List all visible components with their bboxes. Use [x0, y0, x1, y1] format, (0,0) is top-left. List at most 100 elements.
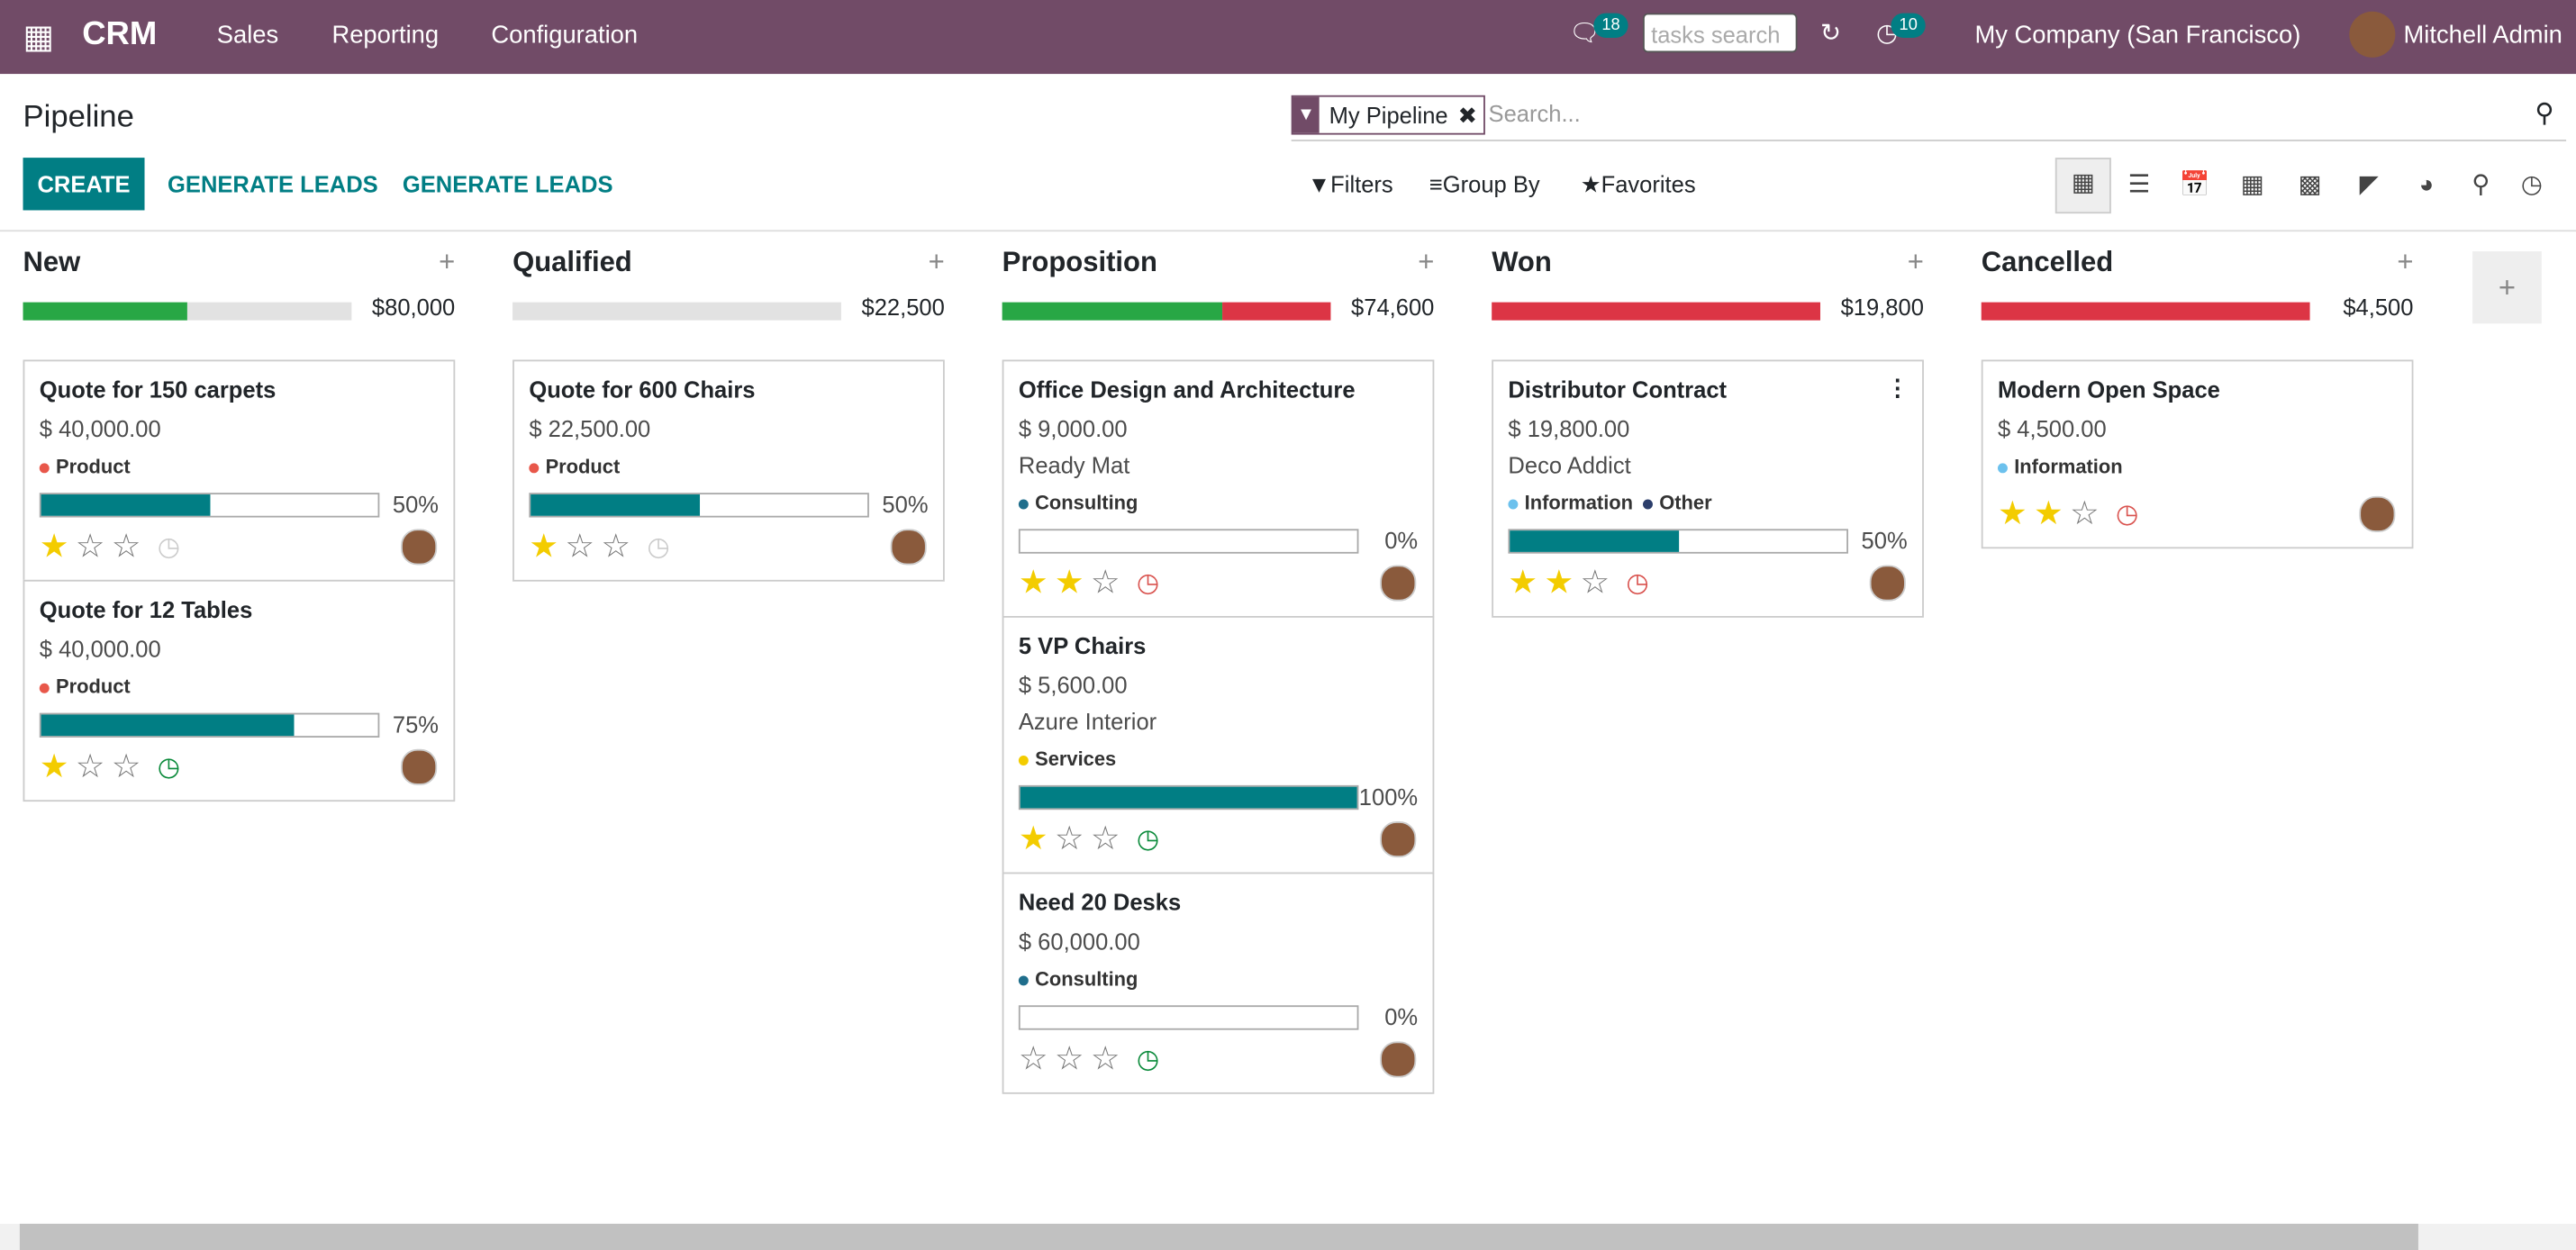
list-view[interactable]: ☰ — [2127, 170, 2151, 199]
tasks-search[interactable]: tasks search — [1643, 13, 1798, 53]
progress-segment[interactable] — [1002, 302, 1223, 321]
priority-star[interactable]: ☆ — [75, 748, 105, 785]
filters-button[interactable]: ▼Filters — [1307, 170, 1393, 197]
activity-clock[interactable]: ◷ — [157, 533, 181, 562]
quick-create[interactable]: + — [1418, 246, 1435, 278]
column-name: Qualified — [512, 246, 632, 278]
quick-create[interactable]: + — [928, 246, 945, 278]
lead-card[interactable]: Quote for 600 Chairs $ 22,500.00 Product 50… — [512, 359, 945, 582]
priority-star[interactable]: ☆ — [1090, 1041, 1120, 1078]
search-bar[interactable] — [1291, 94, 2567, 141]
lead-card[interactable]: Office Design and Architecture $ 9,000.00… — [1002, 359, 1435, 618]
card-title: Quote for 12 Tables — [39, 596, 253, 623]
progress-segment[interactable] — [186, 302, 352, 321]
quick-create[interactable]: + — [1907, 246, 1924, 278]
progress-segment[interactable] — [1981, 302, 2310, 321]
tag-dot — [529, 463, 540, 473]
priority-star[interactable]: ☆ — [75, 529, 105, 566]
priority-star[interactable]: ★ — [39, 748, 69, 785]
priority-star[interactable]: ★ — [529, 529, 559, 566]
lead-card[interactable]: Modern Open Space $ 4,500.00 Information ★ ★… — [1981, 359, 2414, 549]
priority-star[interactable]: ☆ — [601, 529, 631, 566]
generate-leads-button[interactable]: GENERATE LEADS — [168, 170, 378, 197]
card-tags: Product — [529, 452, 928, 478]
priority-star[interactable]: ★ — [2033, 495, 2064, 532]
search-icon[interactable]: ⚲ — [2535, 100, 2554, 129]
create-button[interactable]: CREATE — [23, 158, 145, 211]
menu-item[interactable]: Sales — [216, 21, 279, 50]
quick-create[interactable]: + — [439, 246, 456, 278]
priority-star[interactable]: ★ — [1544, 565, 1574, 602]
cohort-view[interactable]: ◤ — [2359, 170, 2379, 199]
dashboard-view[interactable]: ◕ — [2418, 170, 2435, 199]
search-input[interactable]: Search... — [1488, 100, 1581, 127]
search-facet[interactable]: ▼ My Pipeline ✖ — [1291, 95, 1486, 135]
kanban-view[interactable]: ▦ — [2054, 158, 2111, 214]
progress-segment[interactable] — [23, 302, 187, 321]
activity-clock[interactable]: ◷ — [157, 754, 181, 783]
priority-star[interactable]: ☆ — [111, 529, 141, 566]
probability: 0% — [1018, 528, 1418, 554]
menu-item[interactable]: Reporting — [331, 21, 440, 50]
favorites-button[interactable]: ★Favorites — [1580, 170, 1696, 197]
activity-clock[interactable]: ◷ — [647, 533, 670, 562]
lead-card[interactable]: Quote for 150 carpets $ 40,000.00 Product 5… — [23, 359, 456, 582]
card-tags: Consulting — [1018, 965, 1418, 991]
card-tags: Information — [1997, 452, 2397, 478]
company-switcher[interactable]: My Company (San Francisco) — [1974, 21, 2301, 50]
scrollbar-thumb[interactable] — [19, 1223, 2418, 1250]
priority-star[interactable]: ☆ — [1580, 565, 1610, 602]
group-by-button[interactable]: ≡Group By — [1429, 170, 1540, 197]
probability: 50% — [1508, 528, 1908, 554]
lead-card[interactable]: 5 VP Chairs $ 5,600.00 Azure Interior Servi… — [1002, 616, 1435, 874]
user-avatar[interactable] — [2349, 11, 2396, 58]
progress-segment[interactable] — [1492, 302, 1820, 321]
refresh-icon[interactable]: ↻ — [1819, 19, 1841, 48]
activity-clock[interactable]: ◷ — [1136, 826, 1160, 855]
priority-star[interactable]: ☆ — [1054, 821, 1084, 858]
priority-star[interactable]: ★ — [39, 529, 69, 566]
map-view[interactable]: ⚲ — [2472, 170, 2490, 199]
calendar-view[interactable]: 📅 — [2179, 170, 2210, 199]
activity-view[interactable]: ◷ — [2520, 170, 2543, 199]
priority-star[interactable]: ☆ — [565, 529, 595, 566]
generate-leads-button[interactable]: GENERATE LEADS — [402, 170, 613, 197]
probability-bar — [39, 711, 380, 738]
activity-clock[interactable]: ◷ — [1626, 569, 1649, 598]
priority-star[interactable]: ☆ — [111, 748, 141, 785]
probability-bar — [1018, 784, 1359, 810]
facet-remove[interactable]: ✖ — [1457, 101, 1477, 128]
activity-clock[interactable]: ◷ — [2115, 501, 2139, 530]
card-menu[interactable]: ⋮ — [1885, 374, 1909, 402]
card-list: Office Design and Architecture $ 9,000.00… — [1002, 359, 1435, 1094]
priority-star[interactable]: ★ — [1018, 565, 1048, 602]
priority-star[interactable]: ★ — [1018, 821, 1048, 858]
probability-fill — [1020, 785, 1357, 808]
priority-star[interactable]: ☆ — [1054, 1041, 1084, 1078]
app-name[interactable]: CRM — [82, 16, 158, 53]
lead-card[interactable]: Quote for 12 Tables $ 40,000.00 Product 75%… — [23, 579, 456, 802]
quick-create[interactable]: + — [2397, 246, 2414, 278]
priority-star[interactable]: ★ — [1997, 495, 2027, 532]
priority-star[interactable]: ★ — [1054, 565, 1084, 602]
card-tags: Information Other — [1508, 488, 1907, 514]
lead-card[interactable]: Need 20 Desks $ 60,000.00 Consulting 0% ☆ ☆ ☆ ◷ — [1002, 872, 1435, 1094]
priority-star[interactable]: ★ — [1508, 565, 1538, 602]
apps-menu[interactable]: ▦ — [23, 19, 55, 57]
pivot-view[interactable]: ▦ — [2240, 170, 2264, 199]
graph-view[interactable]: ▩ — [2298, 170, 2322, 199]
user-menu[interactable]: Mitchell Admin — [2403, 21, 2562, 50]
priority-star[interactable]: ☆ — [1018, 1041, 1048, 1078]
progress-segment[interactable] — [512, 302, 841, 321]
probability-fill — [41, 494, 210, 515]
lead-card[interactable]: ⋮ Distributor Contract $ 19,800.00 Deco Add… — [1492, 359, 1924, 618]
progress-segment[interactable] — [1222, 302, 1331, 321]
menu-item[interactable]: Configuration — [491, 21, 639, 50]
priority-star[interactable]: ☆ — [1090, 565, 1120, 602]
priority-star[interactable]: ☆ — [2070, 495, 2100, 532]
priority-star[interactable]: ☆ — [1090, 821, 1120, 858]
tag-dot — [1018, 975, 1029, 986]
add-column[interactable]: + — [2472, 251, 2542, 324]
activity-clock[interactable]: ◷ — [1136, 569, 1160, 598]
activity-clock[interactable]: ◷ — [1136, 1046, 1160, 1074]
